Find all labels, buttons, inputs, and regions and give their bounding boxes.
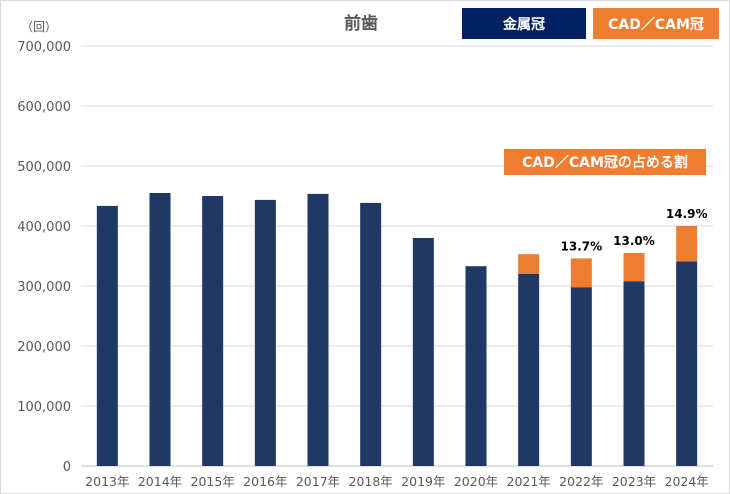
legend-metal-crown: 金属冠	[462, 8, 586, 39]
bar-金属冠	[465, 266, 487, 466]
bar-CAD／CAM冠	[623, 253, 645, 282]
bar-金属冠	[412, 238, 434, 466]
bar-CAD／CAM冠	[518, 254, 540, 274]
x-tick-label: 2018年	[349, 474, 393, 489]
bar-金属冠	[96, 205, 118, 466]
bar-金属冠	[676, 261, 698, 466]
y-tick-label: 700,000	[17, 40, 71, 55]
share-label: 13.0%	[613, 234, 655, 248]
x-tick-label: 2013年	[85, 474, 129, 489]
bar-金属冠	[307, 193, 329, 466]
x-tick-label: 2022年	[559, 474, 603, 489]
chart-title: 前歯	[344, 13, 378, 34]
x-tick-label: 2021年	[507, 474, 551, 489]
x-tick-label: 2016年	[243, 474, 287, 489]
x-tick-label: 2015年	[191, 474, 235, 489]
share-label: 14.9%	[666, 207, 708, 221]
y-tick-label: 100,000	[17, 400, 71, 415]
bar-金属冠	[254, 199, 276, 466]
bar-金属冠	[623, 281, 645, 466]
x-tick-label: 2020年	[454, 474, 498, 489]
bar-金属冠	[202, 196, 224, 466]
bar-金属冠	[360, 202, 382, 466]
y-tick-label: 600,000	[17, 100, 71, 115]
legend-cadcam-crown: CAD／CAM冠	[593, 8, 719, 39]
y-tick-label: 400,000	[17, 220, 71, 235]
bar-金属冠	[149, 193, 171, 466]
y-tick-label: 500,000	[17, 160, 71, 175]
x-tick-label: 2019年	[401, 474, 445, 489]
bar-金属冠	[518, 274, 540, 466]
y-axis-unit: （回）	[21, 20, 57, 34]
x-tick-label: 2023年	[612, 474, 656, 489]
share-annotation: CAD／CAM冠の占める割	[504, 149, 706, 175]
y-tick-label: 0	[63, 460, 71, 475]
x-tick-label: 2014年	[138, 474, 182, 489]
bar-金属冠	[570, 287, 592, 466]
share-label: 13.7%	[561, 239, 603, 253]
y-tick-label: 300,000	[17, 280, 71, 295]
y-tick-label: 200,000	[17, 340, 71, 355]
x-tick-label: 2024年	[665, 474, 709, 489]
bar-CAD／CAM冠	[570, 258, 592, 288]
bar-CAD／CAM冠	[676, 226, 698, 262]
x-tick-label: 2017年	[296, 474, 340, 489]
